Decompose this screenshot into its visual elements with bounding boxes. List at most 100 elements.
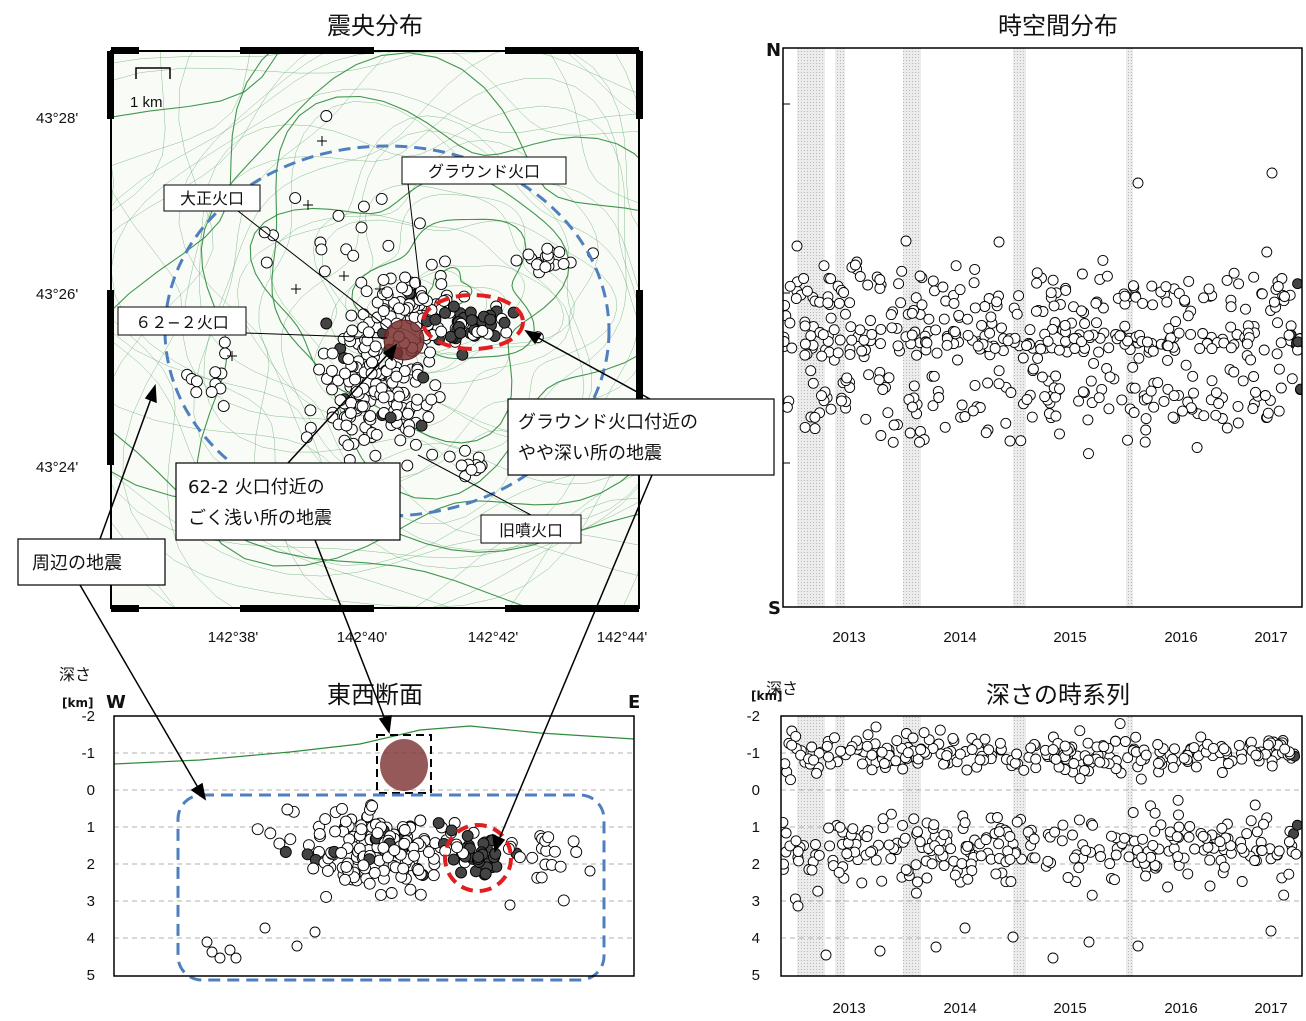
epicenter-dot [399, 271, 412, 284]
depth-dot [812, 885, 824, 897]
hypocenter-dot [206, 946, 218, 958]
depth-dot [1245, 815, 1257, 827]
epicenter-dot [355, 221, 368, 234]
hypocenter-dot [309, 926, 321, 938]
spacetime-dot [1259, 390, 1271, 401]
depth-dot [1005, 876, 1017, 887]
depth-dot [1067, 829, 1078, 841]
spacetime-title: 時空間分布 [998, 12, 1118, 40]
depth-dot [1082, 754, 1094, 766]
depth-dot [781, 858, 789, 870]
spacetime-dot [799, 349, 811, 361]
epicenter-dot [459, 444, 471, 457]
spacetime-dot [1013, 290, 1025, 302]
spacetime-dot [862, 279, 874, 291]
shaded-period [903, 716, 921, 976]
spacetime-dot [1076, 336, 1088, 348]
epicenter-dot [443, 450, 456, 463]
spacetime-dot [1185, 328, 1197, 340]
epicenter-dot [403, 425, 416, 438]
hypocenter-dot [398, 837, 411, 850]
depth-dot [945, 843, 957, 855]
epicenter-dot [500, 326, 513, 339]
ew-y-tick: 4 [87, 930, 95, 947]
spacetime-dot [1048, 300, 1060, 312]
spacetime-dot [1005, 387, 1017, 398]
epicenter-dot [339, 367, 351, 380]
spacetime-dot [1026, 411, 1038, 423]
epicenter-dot [377, 391, 390, 404]
spacetime-dot [1122, 335, 1134, 347]
depth-dot [891, 735, 903, 747]
hypocenter-dot [447, 853, 460, 866]
deep-cluster-ellipse [443, 823, 513, 893]
epicenter-dot [465, 463, 478, 476]
hypocenter-dot [230, 952, 242, 964]
depth-dot [1137, 833, 1149, 845]
spacetime-dot [887, 436, 899, 448]
spacetime-dot [1187, 370, 1199, 382]
depth-dot [890, 755, 902, 767]
spacetime-dot [1240, 303, 1251, 315]
epicenter-dot [355, 276, 368, 289]
contour-line [351, 218, 535, 360]
spacetime-dot [1032, 352, 1044, 364]
epicenter-dot [390, 370, 403, 383]
spacetime-dot [1103, 403, 1115, 415]
depth-dot [907, 732, 919, 744]
spacetime-dot [1162, 354, 1173, 366]
epicenter-dot [326, 383, 338, 396]
spacetime-dot [1073, 395, 1085, 407]
epicenter-cross [339, 271, 349, 281]
depth-dot [1106, 830, 1117, 842]
epicenter-dot [360, 285, 373, 298]
spacetime-dot [1167, 411, 1179, 423]
spacetime-dot [840, 308, 851, 320]
spacetime-dot [989, 342, 1001, 354]
depth-dot [1025, 742, 1037, 754]
spacetime-dot [1221, 274, 1233, 286]
depth-dot [962, 840, 974, 852]
depth-dot [874, 945, 886, 957]
spacetime-dot [1147, 345, 1159, 357]
spacetime-dot [952, 354, 963, 366]
depth-dot [834, 821, 846, 833]
svg-text:周辺の地震: 周辺の地震 [32, 553, 122, 574]
depth-dot [877, 813, 889, 825]
hypocenter-dot [445, 824, 458, 837]
epicenter-dot [320, 317, 333, 330]
lat-tick-2: 43°26' [36, 286, 78, 303]
spacetime-dot [1077, 386, 1089, 398]
spacetime-dot [1152, 377, 1164, 389]
depth-dot [1173, 821, 1185, 833]
spacetime-dot [954, 284, 966, 296]
spacetime-dot [1036, 371, 1048, 383]
spacetime-dot [783, 401, 793, 413]
spacetime-dot [923, 313, 935, 325]
spacetime-dot [927, 275, 939, 287]
depth-dot [1087, 819, 1099, 831]
depth-dot [1236, 753, 1248, 765]
spacetime-dot [798, 273, 810, 284]
spacetime-dot [1168, 390, 1180, 402]
contour-line [426, 266, 473, 306]
spacetime-dot [939, 421, 951, 433]
depth-dot [808, 754, 819, 766]
hypocenter-dot [414, 888, 427, 901]
spacetime-dot [1158, 395, 1170, 407]
spacetime-dot [1247, 403, 1259, 414]
hypocenter-dot [557, 894, 570, 907]
hypocenter-dot [340, 860, 353, 873]
spacetime-dot [816, 350, 828, 362]
depth-dot [1152, 739, 1164, 750]
spacetime-dot [892, 340, 904, 352]
depth-dot [1172, 851, 1184, 863]
epicenter-dot [398, 365, 411, 378]
spacetime-dot [921, 337, 933, 349]
depth-series-y-ticks: -2 -1 0 1 2 3 4 5 [747, 708, 760, 984]
depth-dot [1140, 749, 1152, 761]
spacetime-dot [1232, 417, 1244, 429]
spacetime-dot [783, 299, 791, 311]
depth-dot [933, 844, 945, 856]
ground-crater-deep-ellipse [421, 293, 525, 351]
